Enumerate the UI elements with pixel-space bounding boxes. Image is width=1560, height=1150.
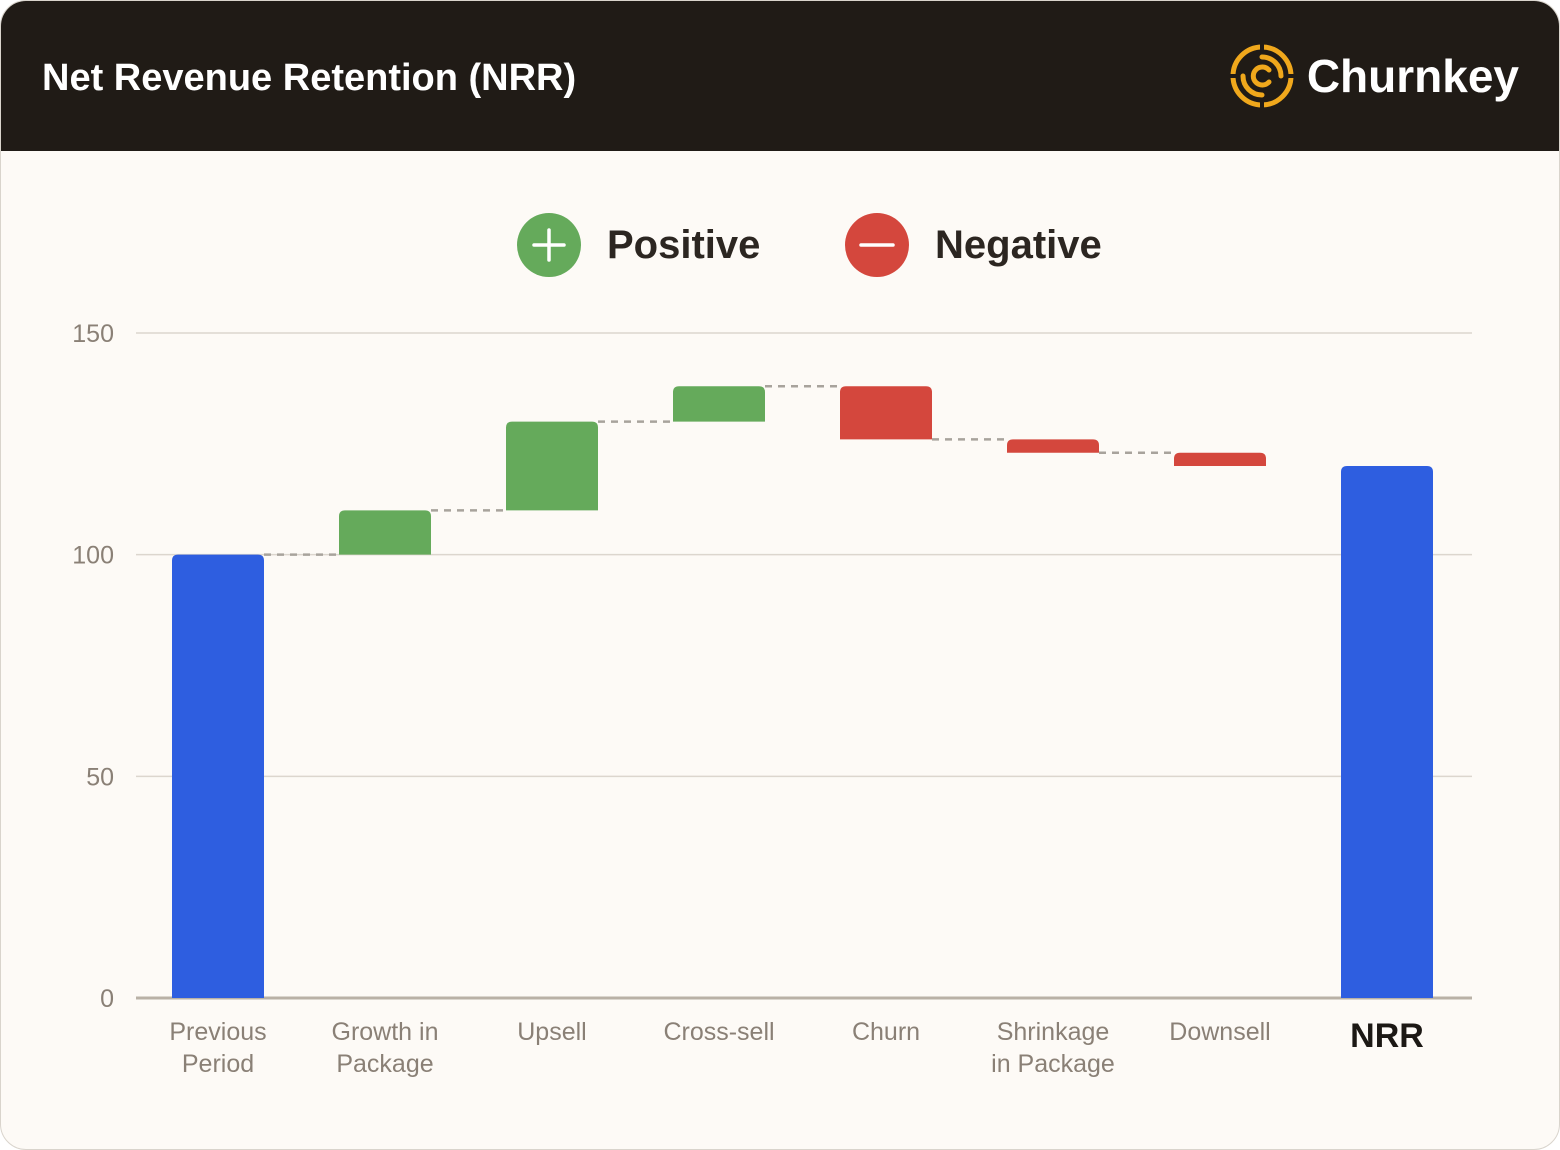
- x-tick-label: Growth in Package: [332, 1018, 439, 1078]
- bar-shrinkage-in-package: [1007, 439, 1099, 453]
- x-tick-label-line: NRR: [1350, 1017, 1424, 1055]
- bar-nrr: [1341, 466, 1433, 998]
- x-tick-label: NRR: [1350, 1017, 1424, 1055]
- x-tick-label-line: Package: [336, 1050, 433, 1078]
- legend-label-negative: Negative: [935, 222, 1102, 267]
- x-tick-label: Churn: [852, 1018, 920, 1046]
- x-tick-label-line: Cross-sell: [663, 1018, 774, 1046]
- y-tick-label: 0: [100, 985, 114, 1013]
- x-tick-label: Downsell: [1169, 1018, 1270, 1046]
- x-tick-label-line: Churn: [852, 1018, 920, 1046]
- x-tick-label-line: Previous: [169, 1018, 266, 1046]
- x-tick-label-line: in Package: [991, 1050, 1115, 1078]
- plus-icon: [517, 213, 581, 277]
- bar-cross-sell: [673, 386, 765, 422]
- bar-downsell: [1174, 452, 1266, 466]
- x-tick-label-line: Shrinkage: [997, 1018, 1110, 1046]
- legend-label-positive: Positive: [607, 222, 761, 267]
- x-tick-label: Cross-sell: [663, 1018, 774, 1046]
- x-tick-label: Shrinkage in Package: [991, 1018, 1115, 1078]
- chart-title: Net Revenue Retention (NRR): [42, 57, 577, 99]
- x-tick-label-line: Upsell: [517, 1018, 586, 1046]
- bar-churn: [840, 386, 932, 440]
- minus-icon: [845, 213, 909, 277]
- x-tick-label-line: Downsell: [1169, 1018, 1270, 1046]
- bar-upsell: [506, 421, 598, 511]
- chart-legend: Positive Negative: [1, 213, 1559, 279]
- y-tick-label: 150: [72, 320, 114, 348]
- x-tick-label: Previous Period: [169, 1018, 266, 1078]
- legend-item-negative[interactable]: Negative: [845, 213, 1102, 277]
- legend-item-positive[interactable]: Positive: [517, 213, 760, 277]
- y-tick-label: 100: [72, 542, 114, 570]
- brand-logo[interactable]: Churnkey: [1228, 41, 1519, 111]
- x-tick-label-line: Growth in: [332, 1018, 439, 1046]
- header-bar: Net Revenue Retention (NRR): [1, 1, 1559, 151]
- churnkey-logo-icon: [1228, 43, 1295, 109]
- bar-previous-period: [172, 554, 264, 998]
- bar-growth-in-package: [339, 510, 431, 555]
- brand-name: Churnkey: [1306, 50, 1519, 102]
- y-tick-label: 50: [86, 763, 114, 791]
- x-tick-label-line: Period: [182, 1050, 254, 1078]
- x-tick-label: Upsell: [517, 1018, 586, 1046]
